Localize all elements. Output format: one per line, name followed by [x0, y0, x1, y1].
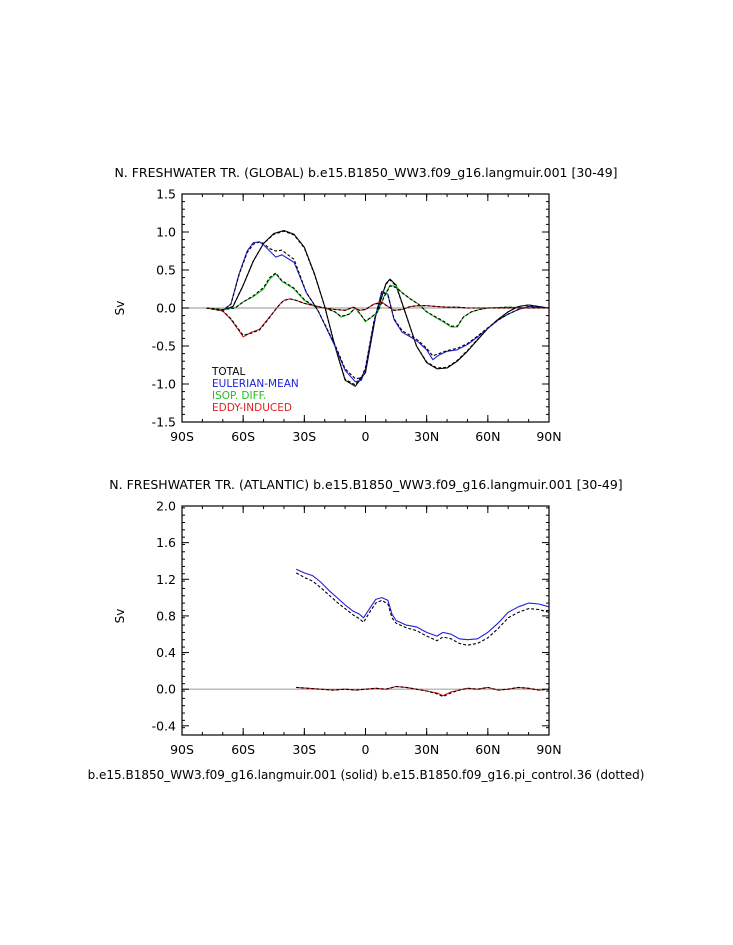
atlantic-x-tick-label: 90N: [536, 742, 561, 757]
atlantic-x-tick-label: 60S: [231, 742, 255, 757]
atlantic-xlabel: b.e15.B1850_WW3.f09_g16.langmuir.001 (so…: [88, 768, 645, 782]
global-series-eulerian-mean-solid: [206, 241, 550, 383]
global-series-total-dotted: [206, 230, 550, 386]
atlantic-panel: N. FRESHWATER TR. (ATLANTIC) b.e15.B1850…: [88, 477, 645, 782]
global-series-eddy-induced-dotted: [206, 298, 549, 336]
atlantic-y-tick-label: 0.8: [156, 608, 176, 623]
atlantic-series-eulerian-mean-dotted: [295, 572, 550, 646]
global-y-tick-label: 1.0: [156, 225, 176, 240]
global-x-tick-label: 0: [362, 429, 370, 444]
atlantic-x-tick-label: 0: [362, 742, 370, 757]
atlantic-series-eddy-induced-dotted: [296, 685, 550, 698]
global-x-tick-label: 30N: [414, 429, 439, 444]
atlantic-title: N. FRESHWATER TR. (ATLANTIC) b.e15.B1850…: [109, 477, 622, 492]
global-y-tick-label: -1.0: [152, 377, 176, 392]
atlantic-y-tick-label: 1.6: [156, 535, 176, 550]
global-series-eulerian-mean-dotted: [206, 241, 550, 380]
global-x-tick-label: 30S: [292, 429, 316, 444]
atlantic-y-tick-label: -0.4: [152, 718, 176, 733]
global-legend: TOTAL EULERIAN-MEAN ISOP. DIFF. EDDY-IND…: [211, 366, 299, 414]
global-x-tick-label: 60S: [231, 429, 255, 444]
global-x-tick-label: 90N: [536, 429, 561, 444]
global-title: N. FRESHWATER TR. (GLOBAL) b.e15.B1850_W…: [114, 165, 617, 180]
global-panel: N. FRESHWATER TR. (GLOBAL) b.e15.B1850_W…: [113, 165, 618, 444]
legend-eddy-induced: EDDY-INDUCED: [212, 402, 292, 414]
global-plot-frame: [181, 193, 550, 423]
atlantic-x-tick-label: 30S: [292, 742, 316, 757]
global-y-tick-label: -0.5: [152, 339, 176, 354]
global-y-tick-label: 0.0: [156, 301, 176, 316]
atlantic-plot-frame: [181, 505, 550, 736]
legend-isop-diff: ISOP. DIFF.: [212, 390, 266, 402]
global-series-isop-diff-dotted: [206, 272, 549, 327]
global-x-tick-label: 90S: [170, 429, 194, 444]
atlantic-series-eddy-induced-solid: [296, 685, 550, 697]
legend-total: TOTAL: [211, 366, 245, 378]
atlantic-y-tick-label: 1.2: [156, 572, 176, 587]
global-y-tick-label: 1.5: [156, 187, 176, 202]
atlantic-y-tick-label: 2.0: [156, 499, 176, 514]
legend-eulerian-mean: EULERIAN-MEAN: [212, 378, 299, 390]
atlantic-y-tick-label: 0.4: [156, 645, 176, 660]
atlantic-series-eulerian-mean-solid: [295, 568, 550, 641]
global-y-tick-label: -1.5: [152, 415, 176, 430]
global-series-eddy-induced-solid: [206, 298, 549, 338]
atlantic-ylabel: Sv: [113, 609, 127, 624]
global-x-tick-label: 60N: [475, 429, 500, 444]
global-ylabel: Sv: [113, 301, 127, 316]
atlantic-y-tick-label: 0.0: [156, 682, 176, 697]
atlantic-x-tick-label: 90S: [170, 742, 194, 757]
global-y-tick-label: 0.5: [156, 263, 176, 278]
atlantic-x-tick-label: 60N: [475, 742, 500, 757]
atlantic-x-tick-label: 30N: [414, 742, 439, 757]
